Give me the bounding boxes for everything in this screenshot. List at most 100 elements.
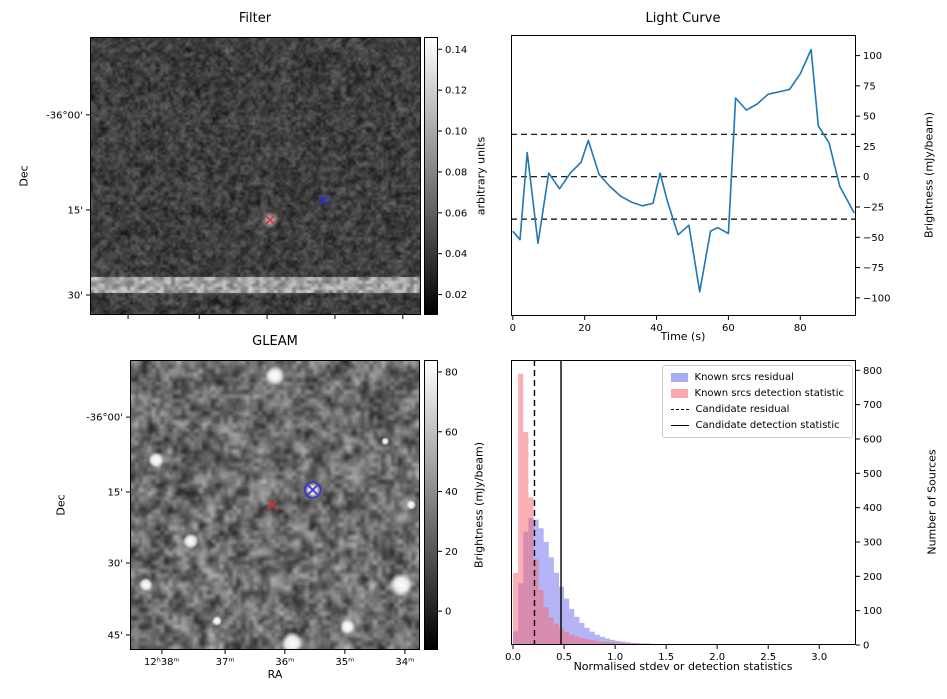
histogram-frame [511,360,856,645]
lightcurve-y-axis-label: Brightness (mJy/beam) [922,111,936,239]
hist-ytick-label: 200 [863,572,882,583]
gleam-panel-title: GLEAM [252,334,298,349]
gleam-ra-tick-label: 37ᵐ [216,657,235,668]
filter-colorbar-tick-label: 0.14 [445,45,467,56]
gleam-colorbar-tick-label: 40 [445,487,458,498]
hist-ytick-label: 0 [863,641,869,652]
hist-bar-detstat [620,642,626,645]
histogram-y-axis-label: Number of Sources [925,449,939,555]
hist-ytick-label: 100 [863,606,882,617]
hist-bar-residual [589,631,595,645]
hist-bar-residual [543,541,549,645]
hist-bar-residual [584,627,590,645]
filter-colorbar-tick-label: 0.02 [445,290,467,301]
legend-item: Known srcs detection statistic [670,387,844,400]
filter-dec-tick-label: 30' [68,290,83,301]
legend-swatch-solid [670,425,689,426]
filter-colorbar-tick-label: 0.06 [445,208,467,219]
hist-ytick-label: 800 [863,366,882,377]
hist-ytick-label: 400 [863,503,882,514]
hist-bar-detstat [553,623,559,645]
hist-bar-residual [548,557,554,645]
hist-xtick-label: 0.0 [505,652,521,663]
hist-xtick-label: 2.0 [709,652,725,663]
filter-colorbar-label: arbitrary units [474,136,488,216]
lc-xtick-label: 60 [722,323,735,334]
hist-xtick-label: 1.0 [607,652,623,663]
gleam-colorbar-label: Brightness (mJy/beam) [472,441,486,569]
histogram-x-axis-label: Normalised stdev or detection statistics [573,660,793,673]
lc-xtick-label: 20 [578,323,591,334]
gleam-ra-axis-label: RA [267,668,283,681]
filter-dec-tick-label: -36°00' [46,110,83,121]
lc-ytick-label: 75 [863,81,876,92]
hist-bar-detstat [574,636,580,645]
lightcurve-frame [511,35,856,316]
hist-bar-residual [569,608,575,645]
lc-xtick-label: 40 [650,323,663,334]
gleam-dec-tick-label: 30' [108,559,123,570]
hist-bar-detstat [615,642,621,645]
hist-bar-detstat [604,641,611,645]
gleam-dec-tick-label: 45' [108,630,123,641]
gleam-colorbar-tick-label: 20 [445,547,458,558]
hist-xtick-label: 1.5 [658,652,674,663]
legend-label: Candidate detection statistic [695,420,840,431]
gleam-dec-axis-label: Dec [54,494,68,516]
hist-bar-residual [574,616,580,645]
filter-colorbar [424,37,438,315]
hist-ytick-label: 700 [863,400,882,411]
gleam-sky-image [130,360,420,650]
filter-colorbar-tick-label: 0.12 [445,86,467,97]
hist-bar-detstat [528,497,534,645]
hist-bar-residual [604,638,611,645]
gleam-dec-tick-label: -36°00' [86,413,123,424]
gleam-colorbar-tick-label: 60 [445,427,458,438]
filter-colorbar-tick-label: 0.04 [445,249,467,260]
gleam-colorbar [424,360,438,650]
hist-bar-residual [599,636,605,645]
hist-bar-detstat [589,640,595,645]
legend-swatch-patch [670,389,688,398]
filter-panel-title: Filter [238,11,272,26]
lightcurve-panel-title: Light Curve [645,11,721,26]
hist-bar-detstat [564,631,570,645]
gleam-ra-tick-label: 36ᵐ [275,657,294,668]
hist-bar-detstat [543,607,549,645]
hist-bar-detstat [594,640,600,645]
histogram-legend: Known srcs residual Known srcs detection … [661,365,853,438]
legend-label: Candidate residual [695,404,790,415]
legend-label: Known srcs residual [694,372,794,383]
legend-swatch-patch [670,373,688,382]
gleam-ra-tick-label: 34ᵐ [395,657,414,668]
filter-colorbar-tick-label: 0.10 [445,127,467,138]
hist-bar-detstat [533,559,539,645]
gleam-ra-tick-label: 35ᵐ [335,657,354,668]
hist-bar-residual [538,528,544,645]
lc-ytick-label: −50 [863,233,884,244]
filter-frame [90,37,421,315]
gleam-colorbar-tick-label: 0 [445,607,451,618]
hist-bar-detstat [523,432,529,645]
hist-bar-detstat [625,642,631,645]
lc-ytick-label: 50 [863,112,876,123]
lc-xtick-label: 80 [794,323,807,334]
legend-swatch-dashed [670,409,689,410]
gleam-dec-tick-label: 15' [108,487,123,498]
legend-item: Candidate detection statistic [670,419,844,432]
lc-ytick-label: 0 [863,172,869,183]
filter-colorbar-tick-label: 0.08 [445,167,467,178]
lc-ytick-label: −75 [863,263,884,274]
hist-xtick-label: 0.5 [556,652,572,663]
hist-bar-detstat [518,373,524,645]
hist-xtick-label: 3.0 [811,652,827,663]
lc-ytick-label: −100 [863,293,890,304]
hist-xtick-label: 2.5 [760,652,776,663]
lc-ytick-label: 25 [863,142,876,153]
hist-bar-detstat [513,572,519,645]
lc-ytick-label: −25 [863,202,884,213]
hist-bar-detstat [569,634,575,645]
hist-bar-residual [579,623,585,645]
hist-bar-detstat [538,590,544,645]
